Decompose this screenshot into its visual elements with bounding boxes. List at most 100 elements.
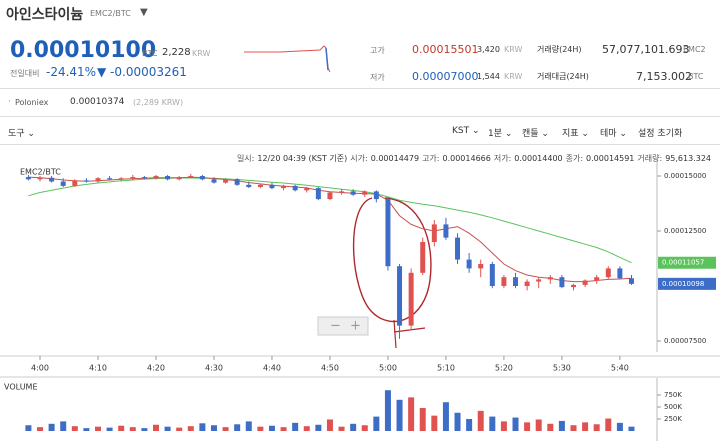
volume-unit: EMC2 (683, 45, 706, 54)
coin-name: 아인스타이늄 (6, 7, 84, 23)
volume-bar (512, 417, 519, 431)
divider (0, 88, 720, 89)
candle-body (455, 237, 461, 260)
candle-body (95, 178, 101, 182)
amount-label: 거래대금(24H) (537, 72, 589, 81)
volume-bar (37, 427, 44, 431)
high-value: 0.00015501 (412, 43, 479, 56)
change-abs: ▼ -0.00003261 (97, 65, 187, 79)
x-tick-label: 4:20 (147, 364, 165, 373)
x-tick-label: 4:40 (263, 364, 281, 373)
last-price-tag-bg (658, 277, 716, 290)
volume-bar (582, 422, 589, 431)
candle-body (489, 264, 495, 286)
toolbar-item: 테마 (600, 129, 617, 139)
candle-body (176, 177, 182, 180)
candle-body (165, 176, 171, 180)
low-label: 저가 (370, 73, 385, 82)
volume-bar (570, 425, 577, 431)
price: 0.00010100 (10, 38, 157, 63)
volume-bar (605, 418, 612, 431)
ma-tag-bg (658, 256, 716, 269)
theme[interactable]: 테마 ⌄ (600, 129, 627, 139)
price-unit: BTC (142, 49, 158, 58)
divider (0, 116, 720, 117)
indicators[interactable]: 지표 ⌄ (562, 129, 589, 139)
volume-bar (466, 419, 473, 431)
kst[interactable]: KST ⌄ (452, 126, 480, 136)
info-label: 저가: (493, 154, 512, 163)
x-tick-label: 4:30 (205, 364, 223, 373)
candle-body (478, 264, 484, 269)
volume-bar (477, 410, 484, 431)
candle-body (118, 178, 124, 180)
volume-bar (48, 423, 55, 431)
zoom-in[interactable]: + (350, 319, 361, 334)
interval[interactable]: 1분 ⌄ (488, 129, 513, 139)
pair[interactable]: EMC2/BTC (90, 9, 131, 18)
volume-bar (454, 412, 461, 431)
volume-bar (210, 425, 217, 431)
candle-body (385, 199, 391, 267)
toolbar-item: 캔들 (522, 129, 539, 139)
low-krw: 1,544 (477, 72, 500, 81)
volume-bar (268, 425, 275, 431)
candle-body (246, 184, 252, 187)
dropdown[interactable]: ▼ (140, 7, 148, 18)
sparkline (244, 45, 331, 73)
chart-type[interactable]: 캔들 ⌄ (522, 129, 549, 139)
candle-body (582, 280, 588, 285)
zoom-control[interactable] (317, 316, 369, 336)
volume-bar (396, 399, 403, 431)
low-value: 0.00007000 (412, 70, 479, 83)
candle-body (350, 191, 356, 195)
toolbar-item: 1분 (488, 129, 503, 139)
volume-bar (616, 422, 623, 431)
tools[interactable]: 도구 ⌄ (8, 129, 35, 139)
change-label: 전일대비 (10, 69, 40, 78)
candle-body (72, 180, 78, 186)
candle-body (420, 242, 426, 273)
candle-body (223, 179, 229, 183)
candle-body (130, 177, 136, 179)
y-tick-label: 0.00015000 (664, 172, 706, 180)
volume-bar (419, 407, 426, 431)
candle-body (315, 188, 321, 200)
volume-bar (118, 425, 125, 431)
candle-body (107, 178, 113, 180)
info-label: 일시: (236, 154, 255, 163)
candle-body (513, 277, 519, 286)
candle-body (628, 278, 634, 284)
volume-bar (408, 397, 415, 431)
volume-bar (373, 416, 380, 431)
candle-body (60, 181, 66, 186)
volume-bar (257, 426, 264, 431)
low-unit: KRW (504, 72, 523, 81)
volume-bar (500, 421, 507, 431)
volume-bar (164, 426, 171, 431)
volume-bar (303, 426, 310, 431)
krw-unit: KRW (192, 49, 211, 58)
zoom-out[interactable]: − (330, 319, 341, 334)
candle-body (211, 179, 217, 183)
tools-label: 도구 (8, 129, 25, 139)
high-krw: 3,420 (477, 45, 500, 54)
x-tick-label: 5:20 (495, 364, 513, 373)
candle-body (362, 191, 368, 195)
candle-body (234, 179, 240, 185)
volume-bar (222, 427, 229, 431)
reset[interactable]: 설정 초기화 (638, 129, 683, 139)
volume-bar (628, 426, 635, 431)
info-value: 0.00014479 (370, 154, 420, 163)
volume-bar (547, 423, 554, 431)
y-tick-label: 0.00007500 (664, 337, 706, 345)
candle-body (524, 281, 530, 286)
candle-body (617, 268, 623, 279)
candle-body (304, 188, 310, 191)
candle-body (141, 177, 147, 179)
x-tick-label: 4:10 (89, 364, 107, 373)
candle-body (594, 277, 600, 281)
exchange-price: 0.00010374 (70, 97, 125, 107)
